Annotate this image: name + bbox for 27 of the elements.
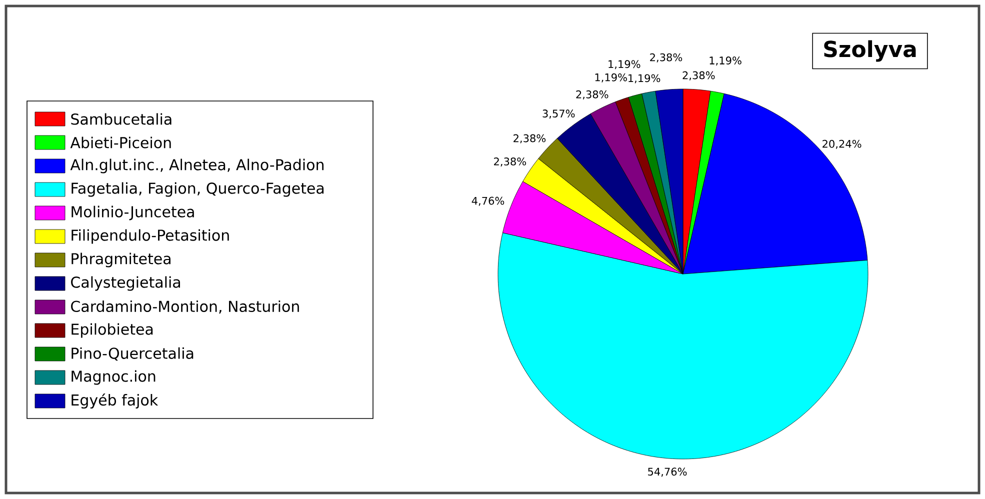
data-label: 4,76%: [472, 196, 504, 206]
legend-label: Pino-Quercetalia: [72, 347, 194, 361]
legend-label: Abieti-Piceion: [70, 136, 171, 148]
data-label: 3,57%: [542, 110, 575, 119]
chart-title: Szolyva: [824, 40, 916, 62]
data-label: 1,19%: [608, 60, 640, 70]
legend-label: Fagetalia, Fagion, Querco-Fagetea: [72, 182, 324, 197]
legend-label: Magnoc.ion: [72, 370, 156, 385]
legend-label: Filipendulo-Petasition: [72, 229, 229, 244]
legend-label: Aln.glut.inc., Alnetea, Alno-Padion: [70, 158, 324, 174]
legend-label: Cardamino-Montion, Nasturion: [71, 300, 299, 314]
data-label: 20,24%: [822, 140, 862, 149]
data-label: 1,19%: [595, 73, 627, 82]
data-label: 2,38%: [514, 134, 546, 144]
data-label: 1,19%: [628, 74, 660, 84]
data-label: 54,76%: [648, 468, 687, 477]
legend-label: Epilobietea: [72, 323, 153, 338]
data-label: 2,38%: [650, 53, 682, 62]
data-label: 1,19%: [710, 56, 742, 66]
data-label: 2,38%: [494, 157, 526, 167]
data-label: 2,38%: [576, 90, 608, 100]
legend-label: Phragmitetea: [72, 252, 170, 268]
legend-label: Egyéb fajok: [72, 393, 158, 409]
legend-label: Molinio-Juncetea: [72, 206, 194, 220]
legend-label: Calystegietalia: [71, 276, 180, 291]
legend-label: Sambucetalia: [71, 113, 172, 125]
data-label: 2,38%: [682, 71, 715, 80]
